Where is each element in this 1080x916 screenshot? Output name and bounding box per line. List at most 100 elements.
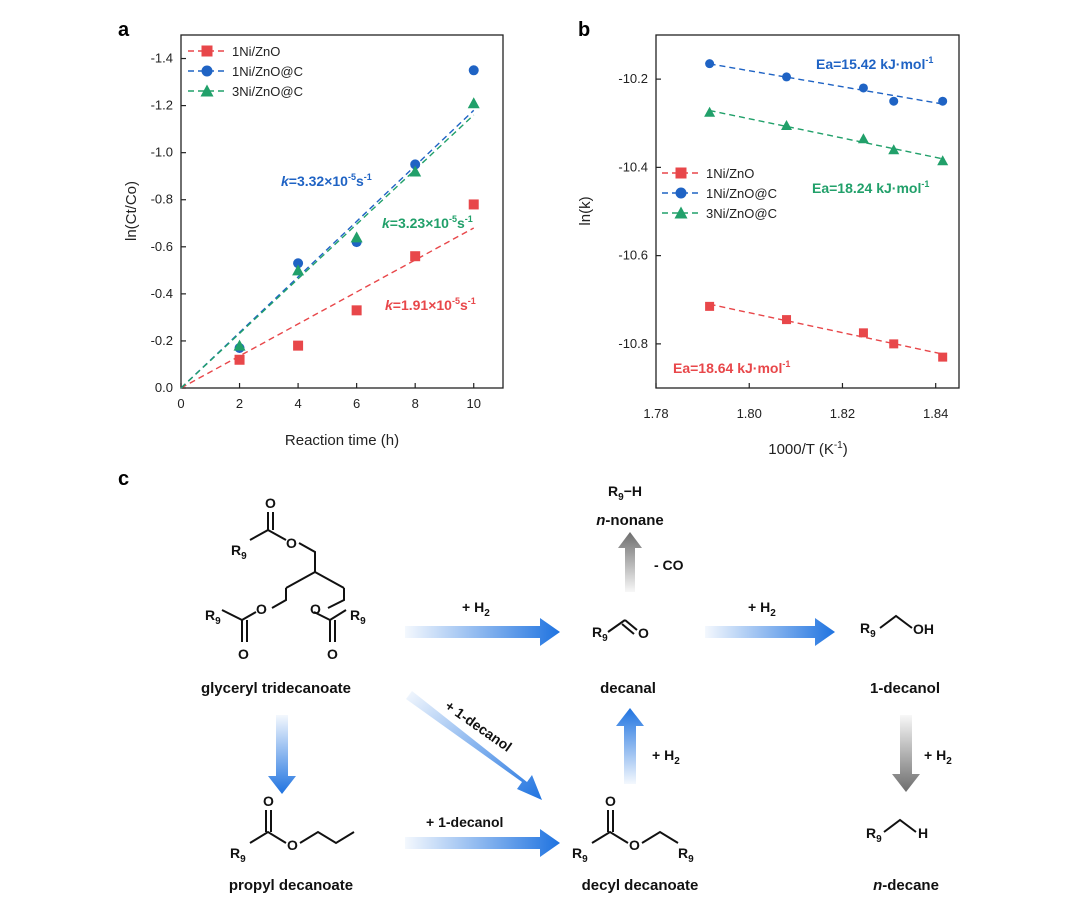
- data-point-a-2: [233, 339, 246, 351]
- legend-marker-b: [675, 187, 687, 199]
- legend-marker-b: [674, 206, 688, 219]
- ea-annotation-green: Ea=18.24 kJ·mol-1: [812, 179, 929, 196]
- atom-o: O: [327, 646, 338, 662]
- y-tick-label: -1.0: [151, 145, 173, 160]
- data-points-a: [233, 65, 480, 365]
- fit-line-b-2: [709, 109, 943, 160]
- x-axis-label-b: 1000/T (K-1): [768, 440, 848, 458]
- arrow-glyceryl-to-propyl: [268, 715, 296, 794]
- x-tick-label: 2: [236, 396, 243, 411]
- data-point-a-1: [468, 65, 479, 76]
- x-tick-label: 8: [412, 396, 419, 411]
- atom-h: H: [918, 825, 928, 841]
- data-point-a-0: [351, 305, 362, 316]
- 1-decanol-structure: [879, 614, 913, 629]
- reaction-scheme-c: c O R9 O O O R9 R9 O O: [118, 468, 952, 894]
- compound-label-n-nonane: n-nonane: [596, 512, 664, 529]
- arrow-label-h2-decanol-decane: + H2: [924, 747, 952, 767]
- y-tick-label: -0.4: [151, 286, 173, 301]
- plot-frame-b: [655, 34, 960, 389]
- y-tick-label: 0.0: [155, 380, 173, 395]
- atom-oh: OH: [913, 621, 934, 637]
- atom-r9: R9: [678, 845, 694, 865]
- atom-o: O: [287, 837, 298, 853]
- data-point-a-0: [293, 340, 304, 351]
- atom-r9: R9: [230, 845, 246, 865]
- y-tick-label: -1.2: [151, 98, 173, 113]
- x-tick-label: 1.78: [643, 406, 668, 421]
- legend-label-b: 1Ni/ZnO@C: [706, 186, 777, 201]
- atom-o: O: [265, 495, 276, 511]
- glyceryl-tridecanoate-structure: [221, 512, 347, 642]
- y-tick-label: -10.4: [618, 159, 648, 174]
- data-point-b-1: [938, 96, 948, 106]
- x-tick-label: 1.84: [923, 406, 948, 421]
- x-tick-label: 0: [177, 396, 184, 411]
- arrow-label-h2-decyl-decanal: + H2: [652, 747, 680, 767]
- rate-annotation-blue: k=3.32×10-5s-1: [281, 172, 372, 189]
- arrow-label-minus-co: - CO: [654, 557, 684, 573]
- x-axis-ticks-b: 1.78 1.80 1.82 1.84: [643, 383, 948, 421]
- arrow-label-h2-decanal-decanol: + H2: [748, 599, 776, 619]
- data-points-b: [704, 59, 949, 362]
- panel-letter-c: c: [118, 468, 129, 490]
- fit-line-2: [180, 114, 475, 389]
- legend-label-b: 1Ni/ZnO: [706, 166, 754, 181]
- legend-marker-a: [201, 65, 213, 77]
- data-point-b-1: [705, 59, 715, 69]
- x-tick-label: 1.80: [737, 406, 762, 421]
- data-point-a-2: [292, 264, 305, 276]
- atom-r9: R9: [866, 825, 882, 845]
- atom-o: O: [638, 625, 649, 641]
- decanal-structure: [607, 619, 638, 635]
- fit-line-0: [180, 227, 475, 389]
- x-tick-label: 1.82: [830, 406, 855, 421]
- atom-o: O: [605, 793, 616, 809]
- data-point-a-1: [410, 159, 421, 170]
- fit-line-1: [180, 109, 475, 389]
- arrow-glyceryl-to-decanal: [405, 618, 560, 646]
- compound-label-decanal: decanal: [600, 680, 656, 697]
- decyl-decanoate-structure: [591, 810, 679, 844]
- atom-o: O: [629, 837, 640, 853]
- data-point-a-2: [350, 231, 363, 243]
- compound-formula-r9h: R9−H: [608, 483, 642, 503]
- x-axis-label-a: Reaction time (h): [285, 432, 399, 449]
- atom-r9: R9: [572, 845, 588, 865]
- data-point-a-1: [293, 258, 304, 269]
- data-point-b-0: [938, 352, 948, 362]
- compound-label-propyl-decanoate: propyl decanoate: [229, 877, 353, 894]
- x-tick-label: 6: [353, 396, 360, 411]
- atom-o: O: [286, 535, 297, 551]
- y-axis-ticks-b: -10.2 -10.4 -10.6 -10.8: [618, 71, 661, 351]
- arrow-decanal-to-nonane: [618, 532, 642, 592]
- atom-r9: R9: [350, 607, 366, 627]
- arrow-decanal-to-decanol: [705, 618, 835, 646]
- panel-letter-b: b: [578, 19, 590, 41]
- legend-marker-b: [675, 167, 687, 179]
- atom-r9: R9: [860, 620, 876, 640]
- data-point-b-2: [857, 133, 869, 144]
- y-tick-label: -10.6: [618, 248, 648, 263]
- legend-a: 1Ni/ZnO 1Ni/ZnO@C 3Ni/ZnO@C: [188, 44, 303, 99]
- data-point-a-2: [467, 97, 480, 109]
- rate-annotation-green: k=3.23×10-5s-1: [382, 214, 473, 231]
- atom-o: O: [263, 793, 274, 809]
- data-point-b-2: [704, 106, 716, 117]
- plot-frame-a: [180, 34, 504, 389]
- y-tick-label: -0.6: [151, 239, 173, 254]
- data-point-b-0: [858, 328, 868, 338]
- x-tick-label: 4: [294, 396, 301, 411]
- y-tick-label: -10.2: [618, 71, 648, 86]
- x-axis-ticks-a: 0 2 4 6 8 10: [177, 383, 481, 411]
- y-axis-label-b: ln(k): [577, 196, 594, 225]
- atom-r9: R9: [231, 542, 247, 562]
- glyceryl-tridecanoate-atoms: O R9 O O O R9 R9 O O: [205, 495, 366, 662]
- arrow-decyl-to-decanal: [616, 708, 644, 784]
- arrow-label-h2-glyceryl-decanal: + H2: [462, 599, 490, 619]
- legend-marker-a: [200, 84, 214, 97]
- arrow-glyceryl-to-decyl-diagonal: [406, 691, 542, 800]
- fit-lines-a: [180, 109, 475, 389]
- data-point-b-1: [782, 72, 792, 82]
- ea-annotation-blue: Ea=15.42 kJ·mol-1: [816, 55, 933, 72]
